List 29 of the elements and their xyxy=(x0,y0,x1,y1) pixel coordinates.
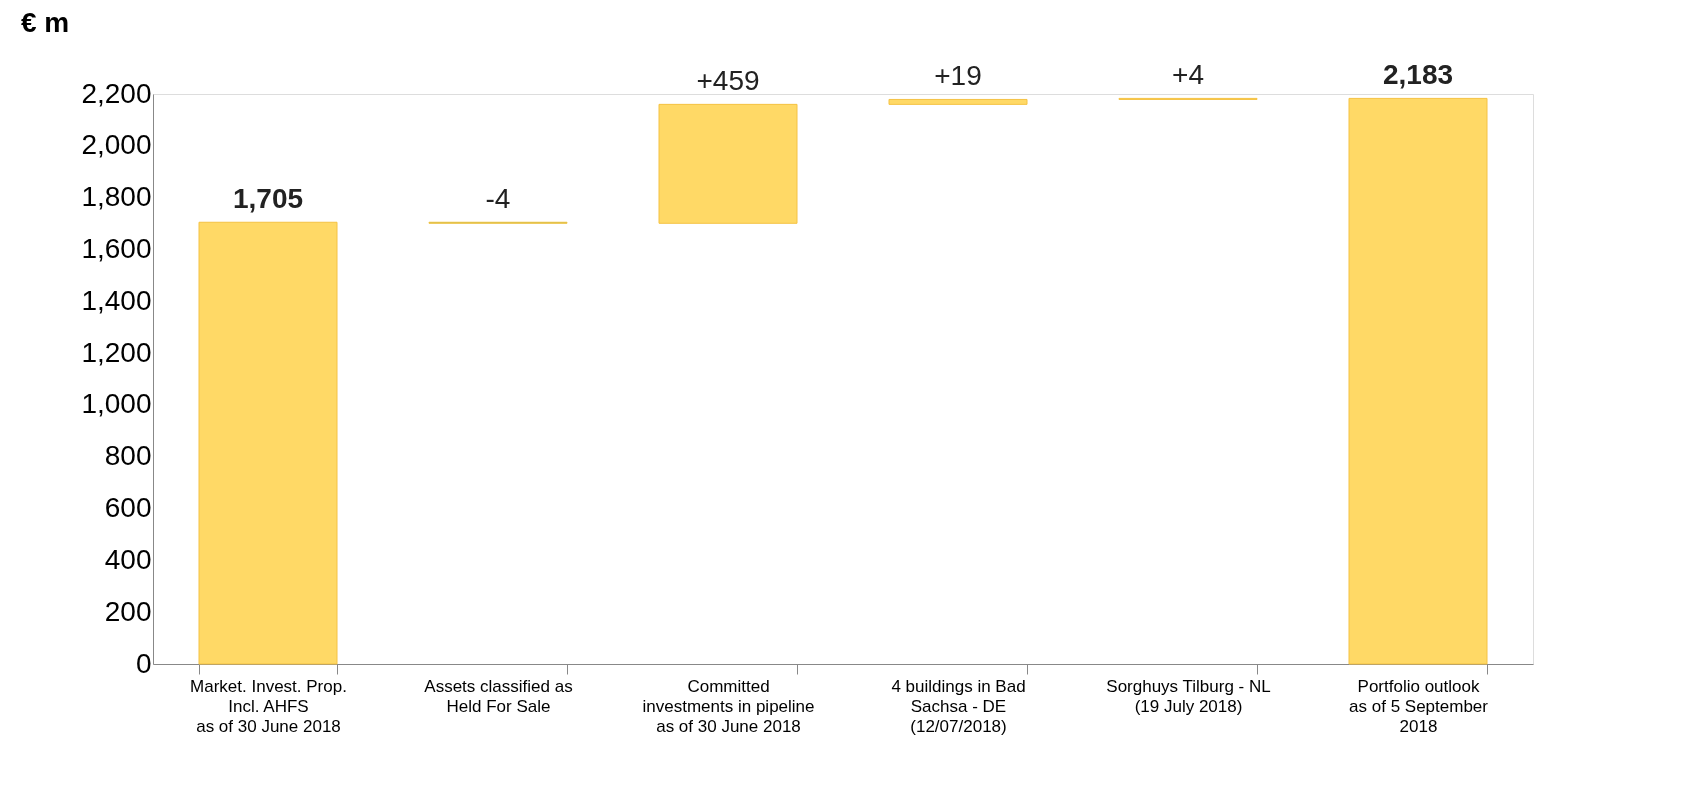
data-label: +459 xyxy=(696,65,760,97)
x-tick-label: Assets classified as Held For Sale xyxy=(424,676,573,716)
y-tick-label: 600 xyxy=(104,492,152,524)
bar xyxy=(658,103,798,224)
y-axis-title: € m xyxy=(20,7,70,39)
x-tick-label: Market. Invest. Prop. Incl. AHFS as of 30 June 2018 xyxy=(190,676,347,736)
y-tick-label: 1,800 xyxy=(81,181,152,213)
data-label: 2,183 xyxy=(1382,59,1454,91)
y-tick-label: 0 xyxy=(135,647,152,679)
x-tick-label: Portfolio outlook as of 5 September 2018 xyxy=(1349,676,1489,736)
y-tick-label: 1,000 xyxy=(81,388,152,420)
bar xyxy=(198,221,338,665)
y-tick-label: 1,200 xyxy=(81,336,152,368)
y-tick-label: 1,400 xyxy=(81,284,152,316)
y-tick-label: 2,200 xyxy=(81,77,152,109)
data-label: +19 xyxy=(934,60,982,92)
x-tick-label: Committed investments in pipeline as of 30 June 2018 xyxy=(642,676,815,736)
data-label: +4 xyxy=(1172,59,1204,91)
y-tick-label: 400 xyxy=(104,543,152,575)
bar xyxy=(888,98,1028,105)
bar xyxy=(1348,97,1488,665)
y-tick-label: 1,600 xyxy=(81,232,152,264)
x-tick-label: 4 buildings in Bad Sachsa - DE (12/07/2018) xyxy=(891,676,1026,736)
y-tick-label: 2,000 xyxy=(81,129,152,161)
data-label: -4 xyxy=(485,183,511,215)
x-tick-label: Sorghuys Tilburg - NL (19 July 2018) xyxy=(1106,676,1271,716)
y-tick-label: 800 xyxy=(104,440,152,472)
y-tick-label: 200 xyxy=(104,595,152,627)
data-label: 1,705 xyxy=(232,183,304,215)
